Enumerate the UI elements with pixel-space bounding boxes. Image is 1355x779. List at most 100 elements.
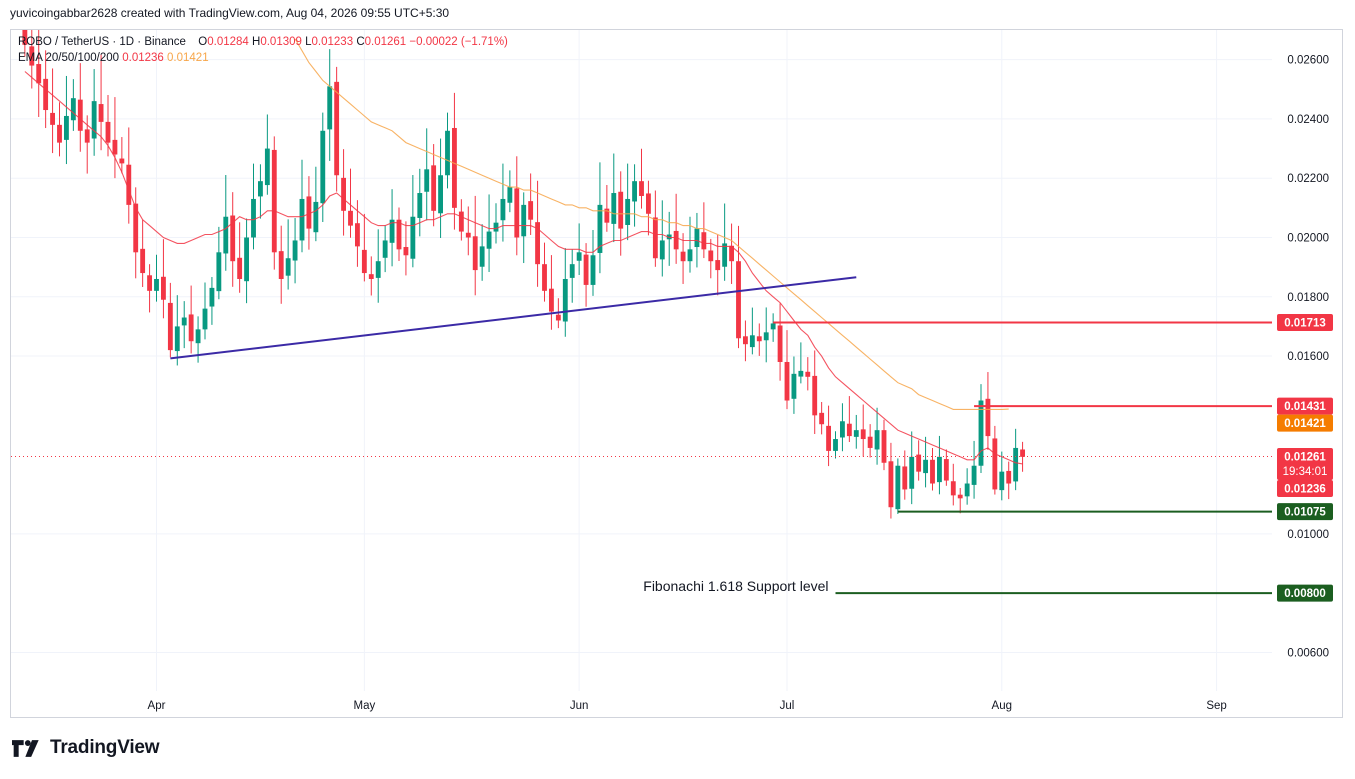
candle-body[interactable] [535, 222, 540, 265]
candle-body[interactable] [985, 398, 991, 437]
candle-body[interactable] [195, 329, 201, 344]
candle-body[interactable] [174, 326, 180, 352]
candle-body[interactable] [299, 198, 305, 241]
candle-body[interactable] [590, 255, 596, 285]
candle-body[interactable] [957, 494, 963, 499]
candle-body[interactable] [812, 375, 818, 416]
candle-body[interactable] [43, 78, 49, 111]
candle-body[interactable] [611, 193, 617, 224]
candle-body[interactable] [431, 165, 437, 211]
candle-body[interactable] [181, 317, 187, 326]
candle-body[interactable] [542, 264, 547, 291]
candle-body[interactable] [514, 188, 520, 238]
candle-body[interactable] [285, 258, 291, 276]
tradingview-logo[interactable]: TradingView [12, 737, 160, 759]
chart-frame[interactable] [10, 29, 1343, 718]
candle-body[interactable] [22, 29, 28, 45]
candle-body[interactable] [978, 400, 984, 466]
candle-body[interactable] [597, 204, 603, 253]
candle-body[interactable] [36, 64, 42, 84]
candle-body[interactable] [895, 465, 901, 510]
candle-body[interactable] [902, 466, 908, 490]
candle-body[interactable] [244, 237, 249, 282]
candle-body[interactable] [452, 127, 457, 208]
candle-body[interactable] [521, 204, 527, 237]
candle-body[interactable] [749, 335, 755, 348]
candle-body[interactable] [846, 423, 852, 437]
candle-body[interactable] [715, 260, 721, 271]
candle-body[interactable] [853, 430, 859, 437]
candle-body[interactable] [320, 130, 326, 204]
candle-body[interactable] [805, 371, 811, 377]
candle-body[interactable] [438, 175, 443, 214]
candle-body[interactable] [992, 438, 998, 490]
candle-body[interactable] [756, 336, 762, 342]
ema20-line[interactable] [24, 71, 1023, 465]
candle-body[interactable] [708, 250, 714, 262]
candle-body[interactable] [888, 461, 894, 508]
candle-body[interactable] [237, 257, 243, 279]
candle-body[interactable] [264, 148, 270, 186]
candle-body[interactable] [701, 232, 707, 250]
candle-body[interactable] [819, 412, 825, 425]
candle-body[interactable] [860, 429, 866, 440]
candle-body[interactable] [937, 456, 942, 483]
candle-body[interactable] [147, 275, 152, 291]
candle-body[interactable] [784, 361, 790, 401]
candle-body[interactable] [569, 264, 575, 278]
candle-body[interactable] [424, 169, 430, 192]
candle-body[interactable] [576, 252, 582, 261]
candle-body[interactable] [223, 216, 229, 254]
candle-body[interactable] [403, 247, 409, 256]
candle-body[interactable] [119, 158, 125, 164]
candle-body[interactable] [57, 124, 62, 143]
ema50-line[interactable] [294, 38, 1009, 410]
candle-body[interactable] [202, 308, 208, 330]
candle-body[interactable] [867, 436, 873, 448]
candle-body[interactable] [64, 115, 69, 140]
candle-body[interactable] [791, 373, 797, 399]
candle-body[interactable] [458, 211, 464, 232]
candle-body[interactable] [133, 203, 139, 253]
candle-body[interactable] [216, 252, 222, 292]
candle-body[interactable] [583, 254, 589, 285]
candle-body[interactable] [1020, 449, 1025, 457]
candle-body[interactable] [909, 456, 915, 489]
symbol-label[interactable]: ROBO / TetherUS · 1D · Binance [18, 36, 186, 48]
candle-body[interactable] [465, 232, 471, 238]
candle-body[interactable] [292, 240, 298, 261]
candle-body[interactable] [486, 231, 492, 249]
candle-body[interactable] [84, 129, 90, 143]
candle-body[interactable] [29, 46, 35, 66]
candle-body[interactable] [230, 215, 236, 262]
candle-body[interactable] [680, 251, 686, 262]
candle-body[interactable] [722, 243, 728, 267]
candle-body[interactable] [188, 314, 194, 342]
candle-body[interactable] [251, 198, 256, 238]
candle-body[interactable] [167, 302, 173, 351]
candle-body[interactable] [382, 240, 388, 258]
candle-body[interactable] [646, 193, 651, 214]
candle-body[interactable] [396, 219, 402, 250]
candle-body[interactable] [154, 278, 159, 291]
candle-body[interactable] [375, 261, 381, 278]
candle-body[interactable] [687, 249, 693, 262]
candle-body[interactable] [652, 217, 658, 259]
candle-body[interactable] [472, 236, 478, 271]
candle-body[interactable] [964, 483, 970, 497]
candle-body[interactable] [500, 198, 506, 221]
candle-body[interactable] [70, 98, 76, 121]
candle-body[interactable] [479, 246, 485, 267]
candle-body[interactable] [923, 459, 928, 474]
candle-body[interactable] [770, 323, 776, 330]
candle-body[interactable] [999, 471, 1005, 491]
candle-body[interactable] [798, 370, 804, 377]
candle-body[interactable] [341, 177, 346, 211]
candle-body[interactable] [50, 112, 55, 125]
candle-body[interactable] [445, 130, 450, 176]
candle-body[interactable] [126, 164, 132, 205]
candle-body[interactable] [562, 278, 568, 322]
candle-body[interactable] [840, 421, 845, 438]
candle-body[interactable] [410, 216, 416, 259]
